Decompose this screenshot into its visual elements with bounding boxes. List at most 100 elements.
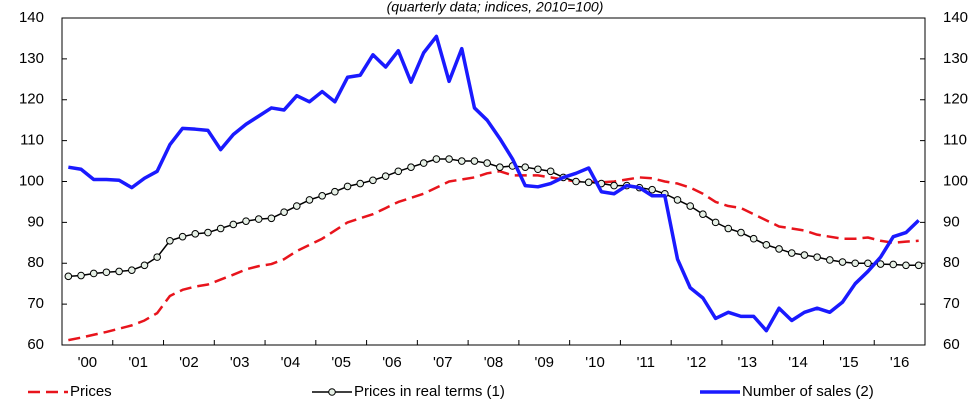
series-marker (813, 253, 821, 261)
series-marker (407, 163, 415, 171)
series-marker (254, 215, 263, 223)
series-marker (166, 236, 174, 245)
y-tick-label: 110 (20, 132, 44, 149)
legend-label: Number of sales (2) (742, 383, 874, 400)
series-marker (889, 260, 898, 269)
y2-tick-label: 90 (943, 213, 960, 230)
series-marker (305, 196, 314, 204)
y2-tick-label: 130 (943, 50, 968, 67)
series-marker (153, 253, 161, 261)
series-marker (445, 155, 453, 163)
x-tick-label: '10 (585, 354, 605, 371)
x-tick-label: '06 (382, 354, 402, 371)
series-marker (381, 172, 390, 180)
series-marker (838, 258, 847, 266)
x-tick-label: '02 (179, 354, 199, 371)
series-marker (724, 224, 733, 233)
series-marker (77, 271, 85, 280)
series-marker (851, 259, 859, 268)
y2-tick-label: 60 (943, 336, 960, 353)
series-marker (699, 210, 707, 218)
series-marker (673, 196, 682, 204)
series-marker (178, 232, 187, 241)
series-marker (762, 241, 771, 249)
series-marker (584, 178, 593, 187)
series-marker (914, 261, 923, 270)
series-marker (292, 202, 301, 210)
legend-label: Prices (70, 383, 112, 400)
series-marker (280, 208, 288, 216)
plot-frame (61, 17, 926, 346)
x-tick-label: '05 (331, 354, 351, 371)
series-marker (356, 179, 365, 188)
series-marker (711, 218, 720, 227)
chart-title: (quarterly data; indices, 2010=100) (387, 0, 604, 15)
x-tick-label: '03 (230, 354, 250, 371)
series-marker (128, 266, 136, 274)
y2-tick-label: 70 (943, 295, 960, 312)
y2-tick-label: 80 (943, 254, 960, 271)
series-marker (242, 217, 250, 225)
series-marker (800, 251, 809, 259)
y2-tick-label: 100 (943, 172, 968, 189)
x-tick-label: '13 (738, 354, 758, 371)
series-marker (902, 261, 910, 270)
y-tick-label: 90 (27, 213, 44, 230)
series-marker (749, 234, 758, 243)
series-marker (483, 159, 491, 167)
series-marker (115, 267, 123, 276)
legend-marker (328, 388, 336, 396)
series-marker (864, 259, 872, 268)
series-marker (470, 157, 479, 165)
series-marker (64, 272, 73, 281)
series-marker (521, 163, 530, 171)
series-marker (229, 220, 238, 229)
series-line (68, 34, 920, 333)
series-marker (648, 185, 656, 194)
y2-tick-label: 120 (943, 91, 968, 108)
series-marker (102, 268, 111, 277)
y-tick-label: 140 (19, 9, 44, 26)
series-marker (572, 177, 580, 186)
series-marker (318, 192, 326, 200)
y2-tick-label: 110 (943, 132, 967, 149)
series-marker (610, 181, 618, 190)
series-marker (89, 269, 98, 278)
series-marker (775, 245, 783, 253)
series-marker (496, 163, 504, 171)
series-marker (191, 230, 200, 238)
legend-label: Prices in real terms (1) (354, 383, 505, 400)
series-marker (140, 261, 149, 270)
x-tick-label: '14 (788, 354, 808, 371)
x-tick-label: '15 (839, 354, 859, 371)
y-tick-label: 80 (27, 254, 44, 271)
y-tick-label: 130 (19, 50, 44, 67)
series-line (68, 170, 919, 342)
series-marker (546, 167, 555, 176)
series-line (68, 158, 919, 278)
x-tick-label: '08 (484, 354, 504, 371)
y2-tick-label: 140 (943, 9, 968, 26)
series-marker (787, 249, 796, 257)
x-tick-label: '12 (687, 354, 707, 371)
series-marker (534, 165, 542, 174)
y-tick-label: 100 (19, 172, 44, 189)
x-tick-label: '16 (890, 354, 910, 371)
series-marker (204, 228, 212, 237)
x-tick-label: '04 (281, 354, 301, 371)
series-marker (432, 155, 441, 163)
x-tick-label: '07 (433, 354, 453, 371)
y-tick-label: 120 (19, 91, 44, 108)
series-marker (343, 182, 352, 191)
series-marker (331, 187, 339, 196)
series-marker (737, 228, 745, 237)
x-tick-label: '11 (637, 354, 655, 371)
x-tick-label: '00 (78, 354, 98, 371)
series-marker (686, 202, 695, 210)
series-marker (457, 157, 466, 165)
series-marker (419, 159, 428, 167)
y-tick-label: 70 (27, 295, 44, 312)
series-marker (826, 256, 834, 264)
series-marker (394, 167, 403, 176)
